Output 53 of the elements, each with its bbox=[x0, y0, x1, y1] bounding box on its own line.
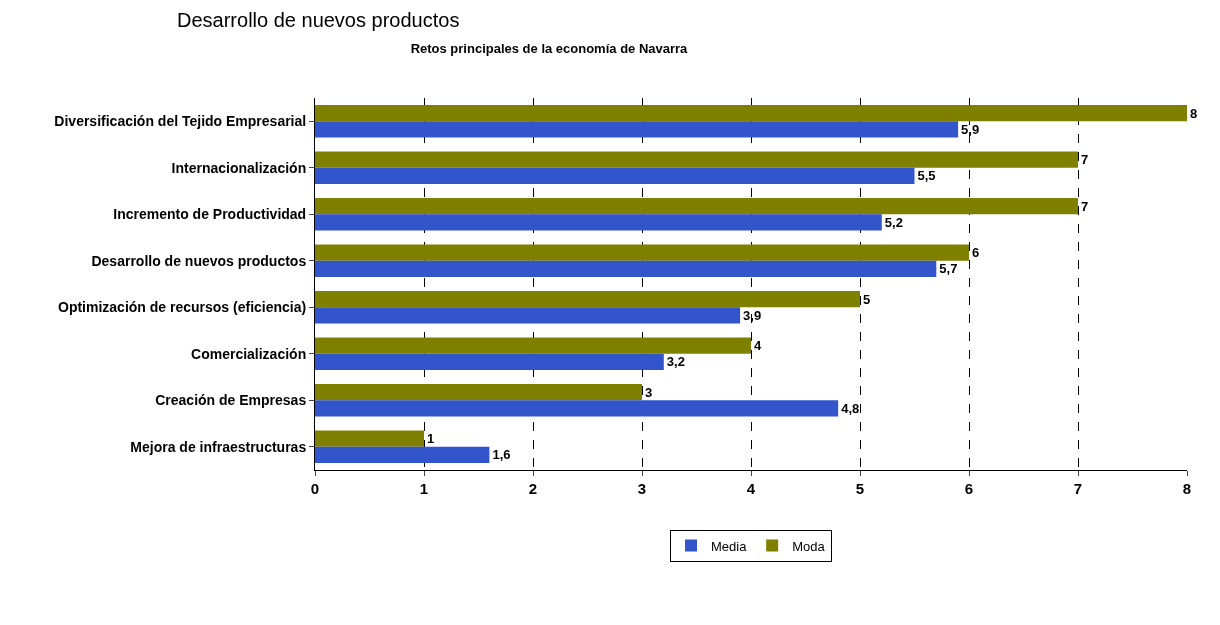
x-tick-label: 7 bbox=[1073, 480, 1083, 497]
bar bbox=[315, 104, 1187, 122]
bar bbox=[315, 307, 741, 324]
x-tick-label: 1 bbox=[419, 480, 429, 497]
data-label: 6 bbox=[972, 245, 980, 261]
x-tick-label: 5 bbox=[855, 480, 865, 497]
data-label: 5,5 bbox=[917, 168, 936, 184]
y-tick-label: Creación de Empresas bbox=[155, 392, 307, 409]
data-label: 7 bbox=[1081, 198, 1089, 214]
text: Desarrollo de nuevos productos bbox=[177, 9, 460, 31]
data-label: 1 bbox=[427, 431, 435, 447]
y-tick-label: Optimización de recursos (eficiencia) bbox=[58, 299, 307, 316]
legend-label: Media bbox=[711, 538, 748, 554]
bar bbox=[315, 244, 969, 261]
chart-title: Retos principales de la economía de Navarra bbox=[410, 40, 689, 56]
y-tick-label: Incremento de Productividad bbox=[113, 206, 307, 223]
data-label: 5,7 bbox=[939, 261, 958, 277]
y-tick-label: Diversificación del Tejido Empresarial bbox=[54, 113, 307, 130]
data-label: 8 bbox=[1190, 105, 1198, 121]
data-label: 3,2 bbox=[666, 354, 685, 370]
bar bbox=[315, 353, 664, 371]
data-label: 5,2 bbox=[884, 214, 903, 230]
data-label: 4,8 bbox=[841, 400, 860, 416]
bar bbox=[315, 400, 839, 417]
data-label: 3 bbox=[645, 384, 653, 400]
data-label: 5,9 bbox=[961, 121, 980, 137]
bar bbox=[315, 197, 1078, 215]
bar bbox=[315, 260, 937, 278]
y-tick-label: Comercialización bbox=[191, 345, 307, 362]
bar bbox=[315, 430, 424, 447]
bar bbox=[315, 214, 882, 231]
data-label: 7 bbox=[1081, 152, 1089, 168]
data-label: 3,9 bbox=[743, 307, 762, 323]
x-tick-label: 0 bbox=[310, 480, 320, 497]
x-tick-label: 2 bbox=[528, 480, 538, 497]
y-tick-label: Internacionalización bbox=[171, 159, 307, 176]
bar bbox=[315, 290, 860, 308]
bar bbox=[315, 151, 1078, 168]
bar bbox=[315, 337, 751, 354]
x-tick-label: 3 bbox=[637, 480, 647, 497]
x-tick-label: 6 bbox=[964, 480, 974, 497]
data-label: 1,6 bbox=[492, 447, 511, 463]
data-label: 5 bbox=[863, 291, 871, 307]
y-tick-label: Desarrollo de nuevos productos bbox=[91, 252, 307, 269]
x-tick-label: 4 bbox=[746, 480, 756, 497]
bar bbox=[315, 383, 642, 401]
bar bbox=[315, 167, 915, 185]
bar bbox=[315, 446, 490, 464]
y-tick-label: Mejora de infraestructuras bbox=[130, 438, 307, 455]
data-label: 4 bbox=[754, 338, 762, 354]
legend-label: Moda bbox=[792, 538, 826, 554]
x-tick-label: 8 bbox=[1182, 480, 1192, 497]
bar bbox=[315, 121, 959, 138]
